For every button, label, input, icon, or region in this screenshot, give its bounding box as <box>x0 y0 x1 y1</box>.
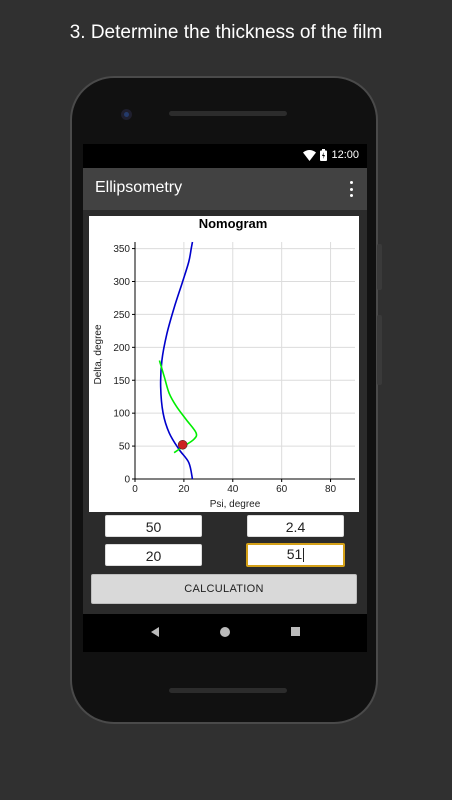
y-tick-label: 50 <box>119 442 131 453</box>
input-field-1[interactable]: 50 <box>105 515 202 537</box>
y-tick-label: 250 <box>113 310 130 321</box>
series-line-2 <box>158 360 198 454</box>
y-tick-label: 150 <box>113 376 130 387</box>
text-cursor <box>303 548 305 563</box>
top-speaker <box>169 111 287 116</box>
home-icon[interactable] <box>220 627 230 637</box>
input-field-2[interactable]: 2.4 <box>247 515 344 537</box>
bottom-speaker <box>169 688 287 693</box>
status-bar: 12:00 <box>83 144 367 168</box>
y-tick-label: 200 <box>113 343 130 354</box>
y-tick-label: 300 <box>113 277 130 288</box>
input-field-4[interactable]: 51 <box>246 543 345 567</box>
camera-icon <box>121 109 132 120</box>
navigation-bar <box>83 614 367 652</box>
overflow-menu-icon[interactable] <box>343 179 359 199</box>
input-field-4-value: 51 <box>286 546 303 562</box>
y-tick-label: 100 <box>113 409 130 420</box>
y-tick-label: 350 <box>113 244 130 255</box>
y-axis-label: Delta, degree <box>93 324 104 384</box>
x-tick-label: 80 <box>325 484 337 495</box>
y-tick-label: 0 <box>124 475 130 486</box>
nomogram-chart: 0 20 40 60 80 0 50 100 150 200 250 300 350 Nomogram Ps… <box>89 216 359 512</box>
x-tick-label: 0 <box>132 484 138 495</box>
app-title: Ellipsometry <box>95 179 183 196</box>
x-tick-label: 40 <box>227 484 239 495</box>
recent-apps-icon[interactable] <box>291 627 300 636</box>
volume-button <box>377 244 382 290</box>
intersection-marker <box>177 439 188 450</box>
status-time: 12:00 <box>331 149 359 161</box>
chart-svg: 0 20 40 60 80 0 50 100 150 200 250 300 350 Nomogram Ps… <box>93 216 355 510</box>
input-field-3[interactable]: 20 <box>105 544 202 566</box>
caption: 3. Determine the thickness of the film <box>69 22 383 43</box>
back-icon[interactable] <box>151 627 159 637</box>
wifi-icon <box>303 149 317 161</box>
chart-title: Nomogram <box>199 216 268 231</box>
x-tick-label: 20 <box>178 484 190 495</box>
power-button <box>377 315 382 385</box>
x-tick-label: 60 <box>276 484 288 495</box>
app-bar: Ellipsometry <box>83 168 367 210</box>
x-axis-label: Psi, degree <box>210 499 261 510</box>
screen: 12:00 Ellipsometry 0 20 40 60 80 0 50 100 150 200… <box>83 144 367 614</box>
calculation-button[interactable]: CALCULATION <box>91 574 357 604</box>
battery-icon <box>320 149 328 161</box>
